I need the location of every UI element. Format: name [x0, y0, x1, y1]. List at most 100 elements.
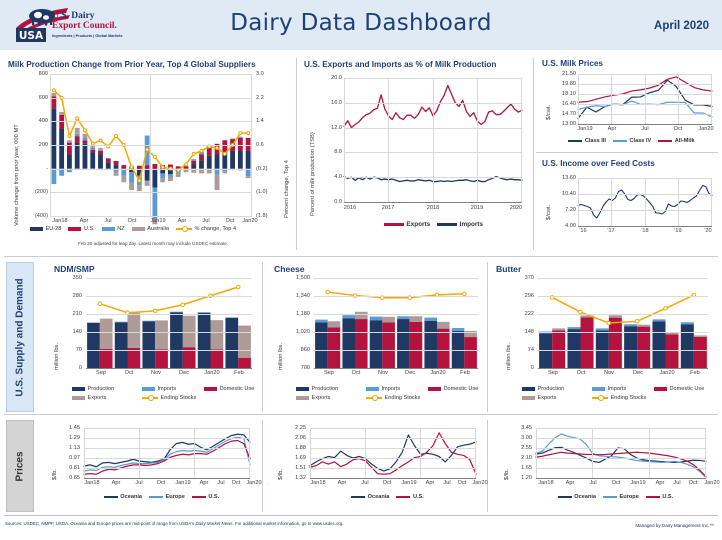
y-tick: 70	[75, 347, 82, 353]
y-tick: 2.25	[295, 425, 306, 431]
legend-item-exports[interactable]: Exports	[383, 221, 430, 228]
y-tick: 16.40	[562, 101, 576, 107]
page-title: Dairy Data Dashboard	[230, 10, 492, 36]
legend-line-icon	[557, 496, 572, 498]
x-tick: Apr	[425, 480, 435, 486]
legend-label: Ending Stocks	[610, 395, 647, 401]
legend-line-icon	[658, 140, 673, 142]
chart-footnote: Feb 20 adjusted for leap day. Latest mon…	[78, 241, 229, 246]
legend-item-europe[interactable]: Europe	[149, 494, 185, 500]
legend-item-imports[interactable]: Imports	[366, 386, 428, 392]
y-axis-ticks: 1.45 1.29 1.13 0.97 0.81 0.65	[52, 425, 80, 481]
legend-item-oceania[interactable]: Oceania	[351, 494, 389, 500]
legend-label: Europe	[619, 494, 639, 500]
y-axis-ticks: 20.0 16.0 12.0 8.0 4.0 0.0	[312, 75, 342, 205]
x-tick: Jan18	[84, 480, 100, 486]
y2-tick: 0.6	[256, 142, 264, 148]
legend-label: EU-28	[45, 226, 62, 232]
legend-item-class-iv[interactable]: Class IV	[612, 138, 651, 144]
x-tick: Oct	[688, 480, 698, 486]
legend-item-ending-stocks[interactable]: Ending Stocks	[366, 395, 420, 402]
y-tick: 210	[72, 311, 82, 317]
y-tick: 1,180	[296, 311, 310, 317]
x-tick: Jul	[673, 480, 681, 486]
plot-area	[50, 74, 252, 225]
legend-item-all-milk[interactable]: All-Milk	[658, 138, 695, 144]
legend-item-europe[interactable]: Europe	[603, 494, 639, 500]
y-tick: 1.13	[69, 445, 80, 451]
legend-label: Europe	[165, 494, 185, 500]
legend-item-us[interactable]: U.S.	[396, 494, 424, 500]
legend-item-australia[interactable]: Australia	[131, 226, 169, 232]
y-axis-ticks: 350 280 210 140 70 0	[56, 275, 82, 371]
chart-title: Butter	[496, 264, 522, 274]
legend-item-exports[interactable]: Exports	[522, 395, 592, 401]
legend-item-production[interactable]: Production	[72, 386, 142, 392]
legend-swatch-icon	[68, 227, 82, 231]
y-tick: (200)	[34, 189, 48, 196]
y-tick: 2.55	[521, 445, 532, 451]
legend-item-pct-change[interactable]: % change, Top 4	[175, 226, 236, 233]
legend-label: U.S.	[208, 494, 220, 500]
legend-item-imports[interactable]: Imports	[592, 386, 654, 392]
y-tick: 370	[524, 275, 534, 281]
section-tab-prices[interactable]: Prices	[6, 420, 34, 512]
legend-label: Domestic Use	[669, 386, 705, 392]
legend-label: Exports	[537, 395, 557, 401]
legend-item-exports[interactable]: Exports	[296, 395, 366, 401]
y-tick: 860	[300, 347, 310, 353]
y-tick: 16.0	[331, 99, 342, 106]
plot-area	[83, 428, 251, 479]
legend-item-domestic-use[interactable]: Domestic Use	[204, 386, 254, 392]
legend-item-domestic-use[interactable]: Domestic Use	[428, 386, 478, 392]
legend-item-imports[interactable]: Imports	[437, 221, 483, 228]
legend-label: Production	[537, 386, 565, 392]
legend-item-domestic-use[interactable]: Domestic Use	[654, 386, 704, 392]
chart-title: Milk Production Change from Prior Year, …	[8, 60, 256, 69]
chart-legend: Oceania Europe U.S.	[524, 494, 714, 500]
legend-line-icon	[191, 496, 206, 498]
y-tick: 3.00	[521, 435, 532, 441]
y2-tick: (1.8)	[256, 213, 268, 219]
legend-item-us[interactable]: U.S.	[68, 226, 95, 232]
y-axis-ticks: 2.25 2.06 1.88 1.69 1.51 1.32	[278, 425, 306, 481]
y-tick: 4.0	[334, 174, 342, 181]
legend-item-oceania[interactable]: Oceania	[103, 494, 142, 500]
legend-item-class-iii[interactable]: Class III	[568, 138, 606, 144]
x-tick: Jan19	[577, 126, 593, 132]
chart-legend: Production Imports Domestic Use Exports …	[72, 386, 262, 402]
legend-line-icon	[149, 496, 164, 498]
legend-item-eu28[interactable]: EU-28	[30, 226, 61, 232]
legend-item-oceania[interactable]: Oceania	[557, 494, 596, 500]
logo-line-2: Export Council.	[52, 20, 117, 31]
y-tick: 700	[300, 365, 310, 371]
section-tab-supply-and-demand[interactable]: U.S. Supply and Demand	[6, 262, 34, 412]
legend-label: NZ	[117, 226, 125, 232]
legend-label: Imports	[459, 221, 484, 228]
legend-item-us[interactable]: U.S.	[645, 494, 673, 500]
legend-item-ending-stocks[interactable]: Ending Stocks	[592, 395, 647, 402]
x-tick: Jul	[361, 480, 369, 486]
divider	[487, 262, 488, 412]
legend-item-production[interactable]: Production	[296, 386, 366, 392]
legend-line-icon	[396, 496, 411, 498]
legend-item-exports[interactable]: Exports	[72, 395, 142, 401]
x-tick: Apr	[337, 480, 347, 486]
legend-swatch-icon	[131, 227, 145, 231]
y-tick: 19.80	[562, 81, 576, 87]
x-tick: Jul	[135, 480, 143, 486]
y-tick: 1.29	[69, 435, 80, 441]
legend-item-ending-stocks[interactable]: Ending Stocks	[142, 395, 196, 402]
legend-label: Australia	[147, 226, 169, 232]
legend-item-nz[interactable]: NZ	[101, 226, 125, 232]
legend-item-production[interactable]: Production	[522, 386, 592, 392]
y-tick: 1.20	[521, 475, 532, 481]
sources-post: . For additional market information, go …	[232, 521, 344, 526]
sources-note: Sources: USDEC, NMPF, USDA. Oceania and …	[5, 521, 344, 526]
legend-label: Domestic Use	[219, 386, 255, 392]
chart-legend: Production Imports Domestic Use Exports …	[522, 386, 714, 402]
legend-label: Exports	[87, 395, 107, 401]
y2-axis-ticks: 3.0 2.2 1.4 0.6 (0.2) (1.0) (1.8)	[252, 71, 280, 219]
legend-item-us[interactable]: U.S.	[191, 494, 220, 500]
legend-item-imports[interactable]: Imports	[142, 386, 204, 392]
